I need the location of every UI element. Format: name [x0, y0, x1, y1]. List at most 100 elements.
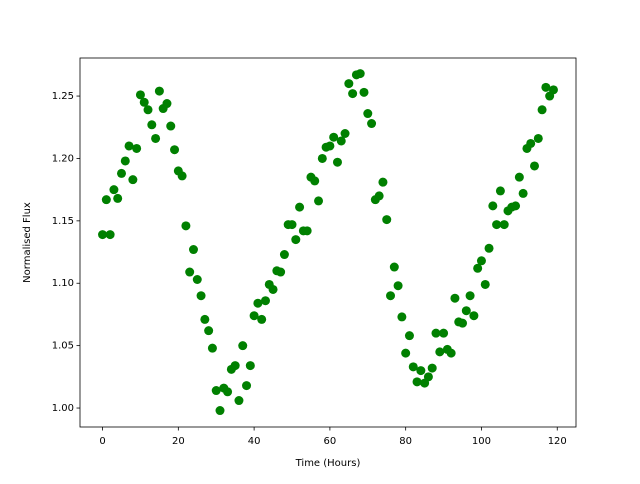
- point: [207, 343, 217, 353]
- point: [484, 243, 494, 253]
- point: [223, 387, 233, 397]
- point: [200, 314, 210, 324]
- point: [386, 291, 396, 301]
- point: [397, 312, 407, 322]
- point: [105, 230, 115, 240]
- point: [416, 366, 426, 376]
- plot-frame: [79, 57, 577, 428]
- point: [310, 176, 320, 186]
- point: [215, 406, 225, 416]
- point: [279, 250, 289, 260]
- point: [446, 348, 456, 358]
- point: [473, 263, 483, 273]
- point: [238, 341, 248, 351]
- point: [276, 267, 286, 277]
- point: [348, 89, 358, 99]
- point: [181, 221, 191, 231]
- point: [427, 363, 437, 373]
- y-tick-label: 1.25: [52, 91, 74, 102]
- point: [374, 191, 384, 201]
- point: [541, 82, 551, 92]
- point: [211, 386, 221, 396]
- point: [234, 396, 244, 406]
- point: [302, 226, 312, 236]
- point: [495, 186, 505, 196]
- point: [295, 202, 305, 212]
- point: [192, 274, 202, 284]
- point: [101, 195, 111, 205]
- point: [154, 86, 164, 96]
- point: [177, 171, 187, 181]
- x-tick-label: 80: [399, 436, 412, 447]
- point: [314, 196, 324, 206]
- point: [242, 381, 252, 391]
- y-tick-label: 1.15: [52, 216, 74, 227]
- point: [548, 85, 558, 95]
- point: [204, 326, 214, 336]
- point: [287, 220, 297, 230]
- point: [533, 133, 543, 143]
- point: [139, 97, 149, 107]
- point: [120, 156, 130, 166]
- point: [499, 220, 509, 230]
- point: [450, 293, 460, 303]
- point: [359, 87, 369, 97]
- y-tick-label: 1.00: [52, 403, 74, 414]
- point: [336, 136, 346, 146]
- point: [147, 120, 157, 130]
- point: [435, 347, 445, 357]
- point: [480, 279, 490, 289]
- point: [344, 79, 354, 89]
- point: [518, 188, 528, 198]
- point: [257, 314, 267, 324]
- point: [401, 348, 411, 358]
- point: [408, 362, 418, 372]
- point: [151, 133, 161, 143]
- point: [268, 284, 278, 294]
- x-tick-label: 100: [472, 436, 491, 447]
- y-axis-label: Normalised Flux: [22, 202, 33, 283]
- point: [132, 143, 142, 153]
- point: [526, 138, 536, 148]
- point: [317, 153, 327, 163]
- x-tick-label: 60: [324, 436, 337, 447]
- point: [340, 128, 350, 138]
- point: [143, 105, 153, 115]
- y-tick-label: 1.10: [52, 278, 74, 289]
- point: [378, 177, 388, 187]
- point: [245, 361, 255, 371]
- point: [249, 311, 259, 321]
- point: [170, 145, 180, 155]
- point: [325, 141, 335, 151]
- point: [166, 121, 176, 131]
- point: [113, 193, 123, 203]
- point: [458, 318, 468, 328]
- point: [363, 109, 373, 119]
- point: [423, 372, 433, 382]
- point: [260, 296, 270, 306]
- point: [488, 201, 498, 211]
- point: [355, 69, 365, 79]
- point: [461, 306, 471, 316]
- point: [185, 267, 195, 277]
- x-tick-label: 20: [172, 436, 185, 447]
- point: [412, 377, 422, 387]
- point: [511, 201, 521, 211]
- x-axis-label: Time (Hours): [295, 458, 361, 469]
- point: [537, 105, 547, 115]
- point: [439, 328, 449, 338]
- point: [230, 361, 240, 371]
- point: [367, 119, 377, 129]
- point: [98, 230, 108, 240]
- point: [332, 157, 342, 167]
- point: [128, 175, 138, 185]
- point: [514, 172, 524, 182]
- point: [382, 215, 392, 225]
- point: [476, 256, 486, 266]
- y-tick-label: 1.05: [52, 341, 74, 352]
- point: [393, 281, 403, 291]
- point: [530, 161, 540, 171]
- point: [389, 262, 399, 272]
- x-tick-label: 40: [248, 436, 261, 447]
